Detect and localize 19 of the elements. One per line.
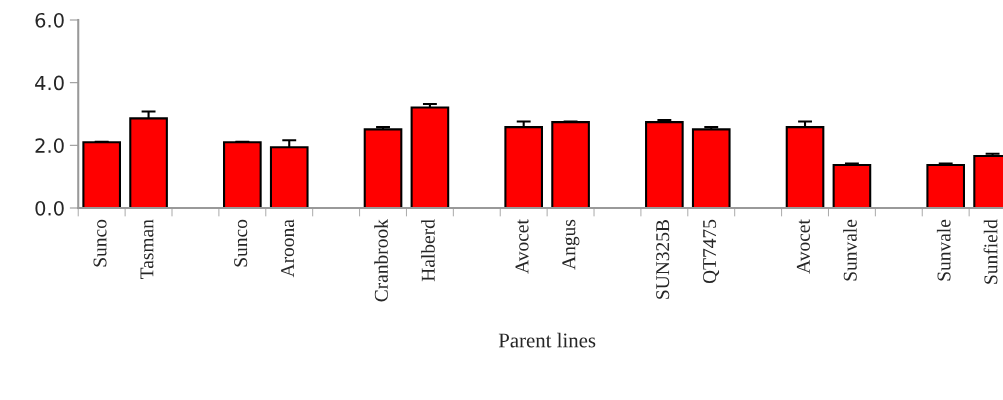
x-tick-label: SUN325B — [656, 220, 670, 299]
x-tick-label: Angus — [562, 219, 580, 270]
y-tick-label: 2.0 — [35, 138, 64, 153]
x-tick-label: Sunfield — [983, 219, 998, 284]
x-tick-label: Sunvale — [936, 219, 951, 281]
x-tick-label: Sunco — [93, 219, 107, 267]
y-tick-label: 0.0 — [35, 200, 64, 216]
y-tick-label: 6.0 — [35, 12, 64, 28]
x-axis-title: Parent lines — [498, 332, 596, 348]
x-tick-label: Cranbrook — [374, 219, 388, 302]
x-tick-label: Avocet — [515, 219, 529, 274]
x-tick-label: Sunco — [234, 219, 248, 267]
y-tick-label: 4.0 — [35, 75, 64, 91]
x-tick-label: Tasman — [140, 219, 154, 279]
x-tick-label: QT7475 — [703, 219, 720, 284]
x-tick-label: Avocet — [796, 219, 810, 274]
x-tick-label: Halberd — [421, 219, 435, 282]
x-tick-label: Sunvale — [843, 219, 857, 281]
x-tick-label: Aroona — [281, 219, 295, 278]
